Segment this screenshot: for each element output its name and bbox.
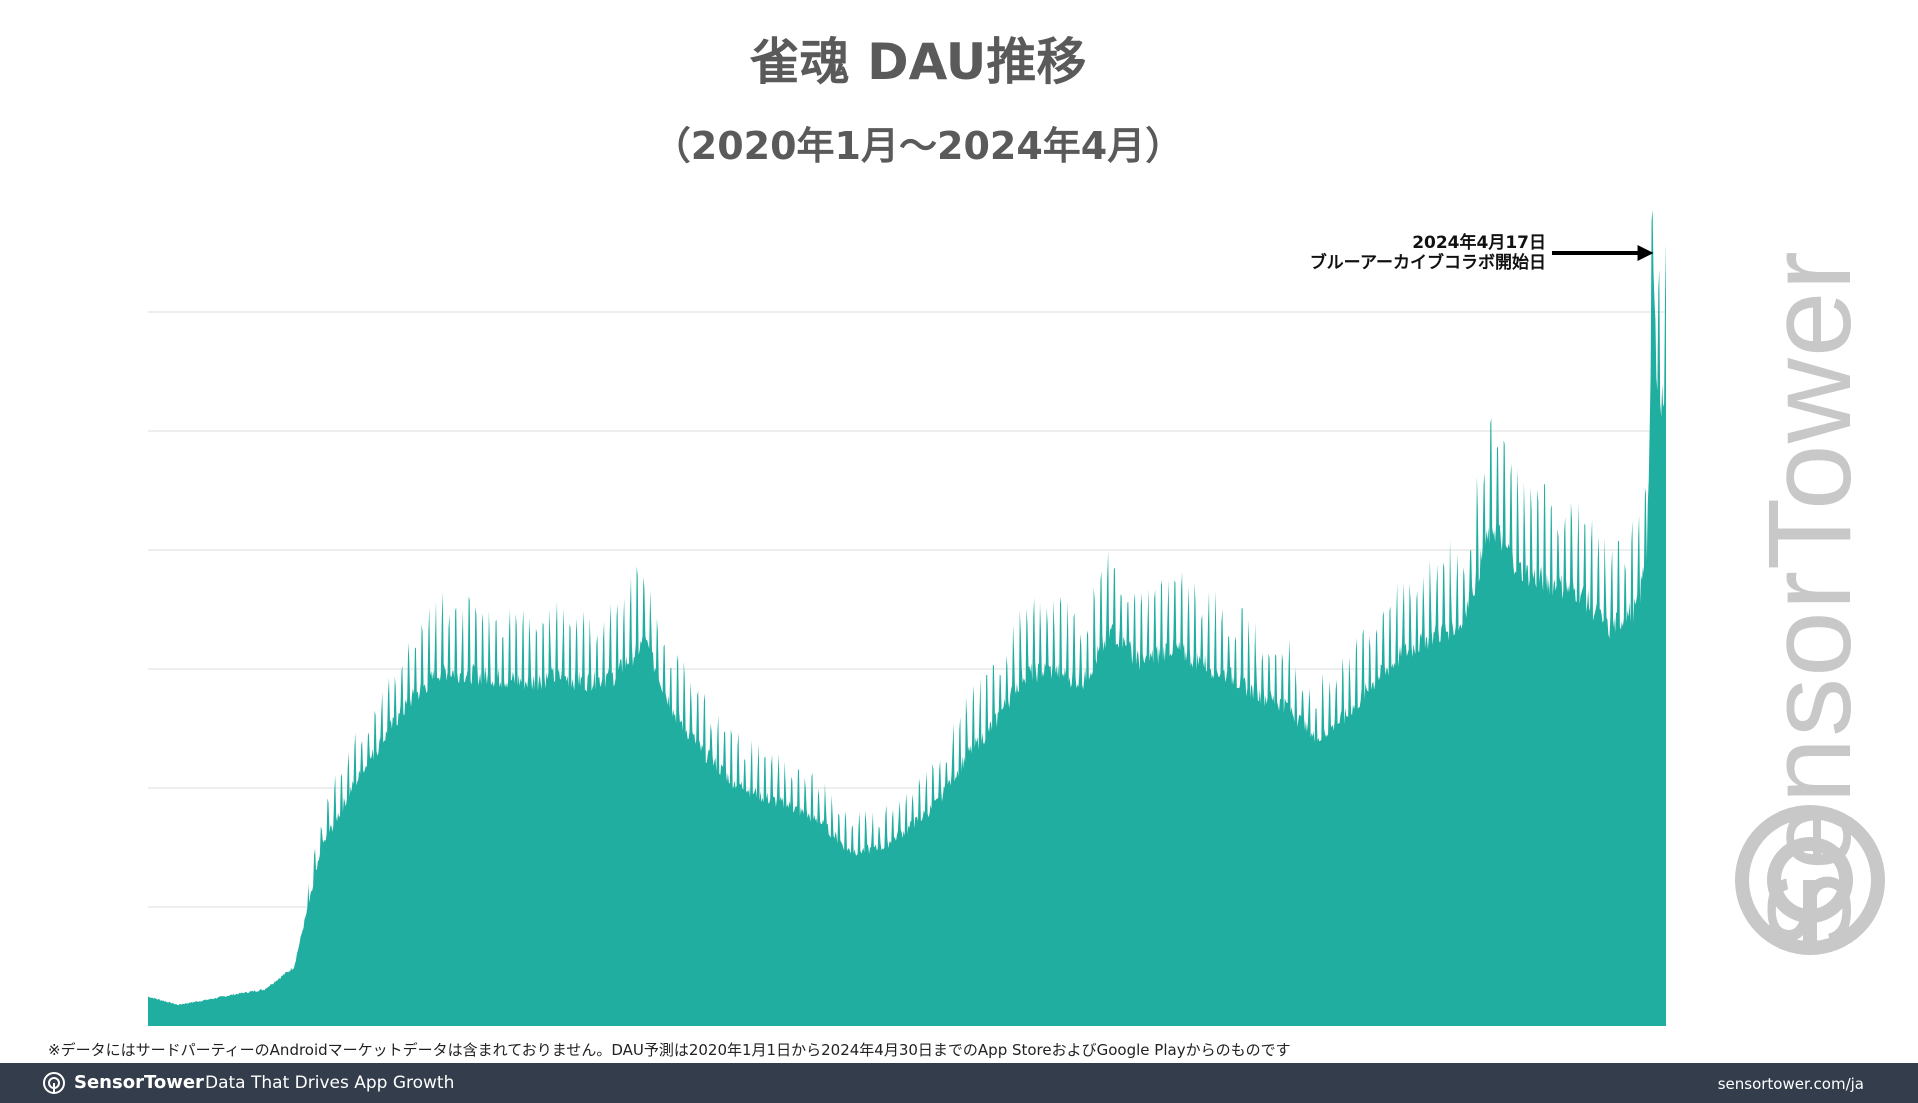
annotation-label: 2024年4月17日 ブルーアーカイブコラボ開始日 bbox=[1310, 233, 1546, 273]
chart-title: 雀魂 DAU推移 bbox=[749, 33, 1087, 91]
dau-area-chart bbox=[148, 209, 1666, 1026]
sensortower-logo-icon bbox=[43, 1072, 65, 1094]
footer-url[interactable]: sensortower.com/ja bbox=[1717, 1075, 1864, 1093]
dau-area-series bbox=[148, 209, 1666, 1026]
footer-brand: SensorTower bbox=[74, 1072, 204, 1093]
footer-bar: SensorTower Data That Drives App Growth … bbox=[0, 1063, 1918, 1103]
footnote: ※データにはサードパーティーのAndroidマーケットデータは含まれておりません… bbox=[48, 1041, 1291, 1059]
sensortower-watermark-icon bbox=[1735, 805, 1885, 955]
footer-tagline: Data That Drives App Growth bbox=[205, 1073, 455, 1093]
annotation-date: 2024年4月17日 bbox=[1412, 233, 1546, 253]
annotation-arrow-head bbox=[1637, 245, 1654, 261]
annotation-event: ブルーアーカイブコラボ開始日 bbox=[1309, 253, 1546, 273]
chart-subtitle: （2020年1月～2024年4月） bbox=[652, 124, 1184, 168]
watermark: SensorTower bbox=[1730, 130, 1890, 970]
